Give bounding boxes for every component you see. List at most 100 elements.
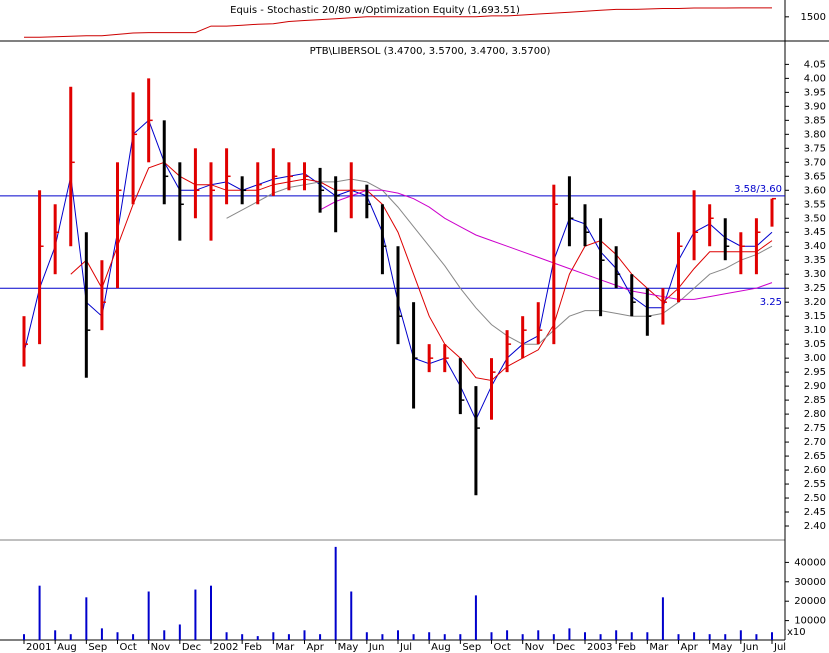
volume-bar <box>132 634 135 640</box>
price-bar <box>412 302 416 409</box>
y-tick-label: 2.75 <box>804 423 826 434</box>
price-bar <box>380 204 384 275</box>
price-bar <box>271 148 275 196</box>
price-bar <box>677 232 680 303</box>
volume-bar <box>474 595 477 640</box>
volume-bar <box>490 632 493 640</box>
y-tick-label: 3.15 <box>804 311 826 322</box>
price-bar <box>505 330 509 373</box>
price-bar <box>209 162 213 241</box>
volume-bar <box>334 546 337 640</box>
y-tick-label: 20000 <box>794 596 826 607</box>
x-tick-label: Apr <box>681 642 699 653</box>
volume-bar <box>225 632 228 640</box>
price-bar <box>630 274 634 317</box>
price-bar <box>739 232 743 275</box>
volume-bar <box>381 634 384 640</box>
price-bar <box>661 288 665 325</box>
volume-bar <box>412 634 415 640</box>
y-tick-label: 3.10 <box>804 325 826 336</box>
y-tick-label: 2.95 <box>804 367 826 378</box>
volume-bar <box>661 597 664 640</box>
volume-bar <box>116 632 119 640</box>
volume-bar <box>256 636 259 640</box>
x-tick-label: Mar <box>275 642 295 653</box>
volume-bar <box>287 634 290 640</box>
volume-bar <box>755 634 758 640</box>
price-bar <box>365 184 369 219</box>
x-tick-label: Sep <box>88 642 107 653</box>
y-tick-label: 4.05 <box>804 59 826 70</box>
volume-bar <box>615 630 618 640</box>
x-tick-label: Feb <box>244 642 262 653</box>
y-tick-label: 3.45 <box>804 227 826 238</box>
volume-bar <box>630 632 633 640</box>
x-tick-label: Jun <box>368 642 385 653</box>
y-tick-label: 3.85 <box>804 115 826 126</box>
volume-bar <box>521 634 524 640</box>
price-bar <box>131 92 135 205</box>
volume-bar <box>241 634 244 640</box>
price-bar <box>552 184 556 345</box>
price-title: PTB\LIBERSOL (3.4700, 3.5700, 3.4700, 3.… <box>310 46 551 57</box>
x-tick-label: Jun <box>742 642 759 653</box>
y-tick-label: 3.70 <box>804 157 826 168</box>
volume-bar <box>69 634 72 640</box>
y-tick-label: 3.65 <box>804 171 826 182</box>
x-tick-label: Apr <box>307 642 325 653</box>
y-tick-label: 3.05 <box>804 339 826 350</box>
y-tick-label: 2.50 <box>804 493 826 504</box>
x-tick-label: Jul <box>773 642 786 653</box>
price-bar <box>256 162 260 205</box>
price-bar <box>521 316 525 359</box>
y-tick-label: 3.55 <box>804 199 826 210</box>
y-tick-label: 2.85 <box>804 395 826 406</box>
price-bar <box>692 190 696 261</box>
volume-bar <box>677 634 680 640</box>
volume-bar <box>599 634 602 640</box>
volume-unit: x10 <box>787 627 806 638</box>
volume-bar <box>178 624 181 640</box>
price-bar <box>474 386 478 496</box>
x-tick-label: Mar <box>649 642 669 653</box>
price-bar <box>754 218 758 275</box>
x-tick-label: Feb <box>618 642 636 653</box>
y-tick-label: 2.65 <box>804 451 826 462</box>
price-bar <box>53 204 57 275</box>
y-tick-label: 4.00 <box>804 73 826 84</box>
volume-bar <box>459 634 462 640</box>
y-tick-label: 10000 <box>794 616 826 627</box>
volume-bar <box>537 630 540 640</box>
x-tick-label: Nov <box>151 642 171 653</box>
price-bar <box>708 204 712 247</box>
price-bar <box>567 176 571 247</box>
volume-bar <box>397 630 399 640</box>
volume-bar <box>147 591 150 640</box>
x-tick-label: Aug <box>57 642 77 653</box>
y-tick-label: 3.20 <box>804 297 826 308</box>
x-tick-label: 2002 <box>213 642 238 653</box>
volume-bar <box>365 632 368 640</box>
y-tick-label: 40000 <box>794 557 826 568</box>
volume-bar <box>552 634 555 640</box>
volume-bar <box>210 585 212 640</box>
y-tick-label: 2.40 <box>804 521 826 532</box>
x-tick-label: Jul <box>399 642 412 653</box>
price-bar <box>723 218 727 261</box>
price-bar <box>22 316 26 367</box>
price-bar <box>69 86 73 247</box>
price-bar <box>458 358 462 415</box>
volume-bar <box>38 585 41 640</box>
y-tick-label: 2.45 <box>804 507 826 518</box>
x-tick-label: 2001 <box>26 642 51 653</box>
price-bar <box>599 218 603 317</box>
y-tick-label: 3.60 <box>804 185 826 196</box>
y-tick-label: 30000 <box>794 577 826 588</box>
volume-bar <box>350 591 353 640</box>
y-tick-label: 2.70 <box>804 437 826 448</box>
price-bar <box>614 246 618 289</box>
x-tick-label: Aug <box>431 642 451 653</box>
price-bar <box>583 204 587 247</box>
volume-bar <box>163 630 166 640</box>
price-bar <box>193 148 197 219</box>
